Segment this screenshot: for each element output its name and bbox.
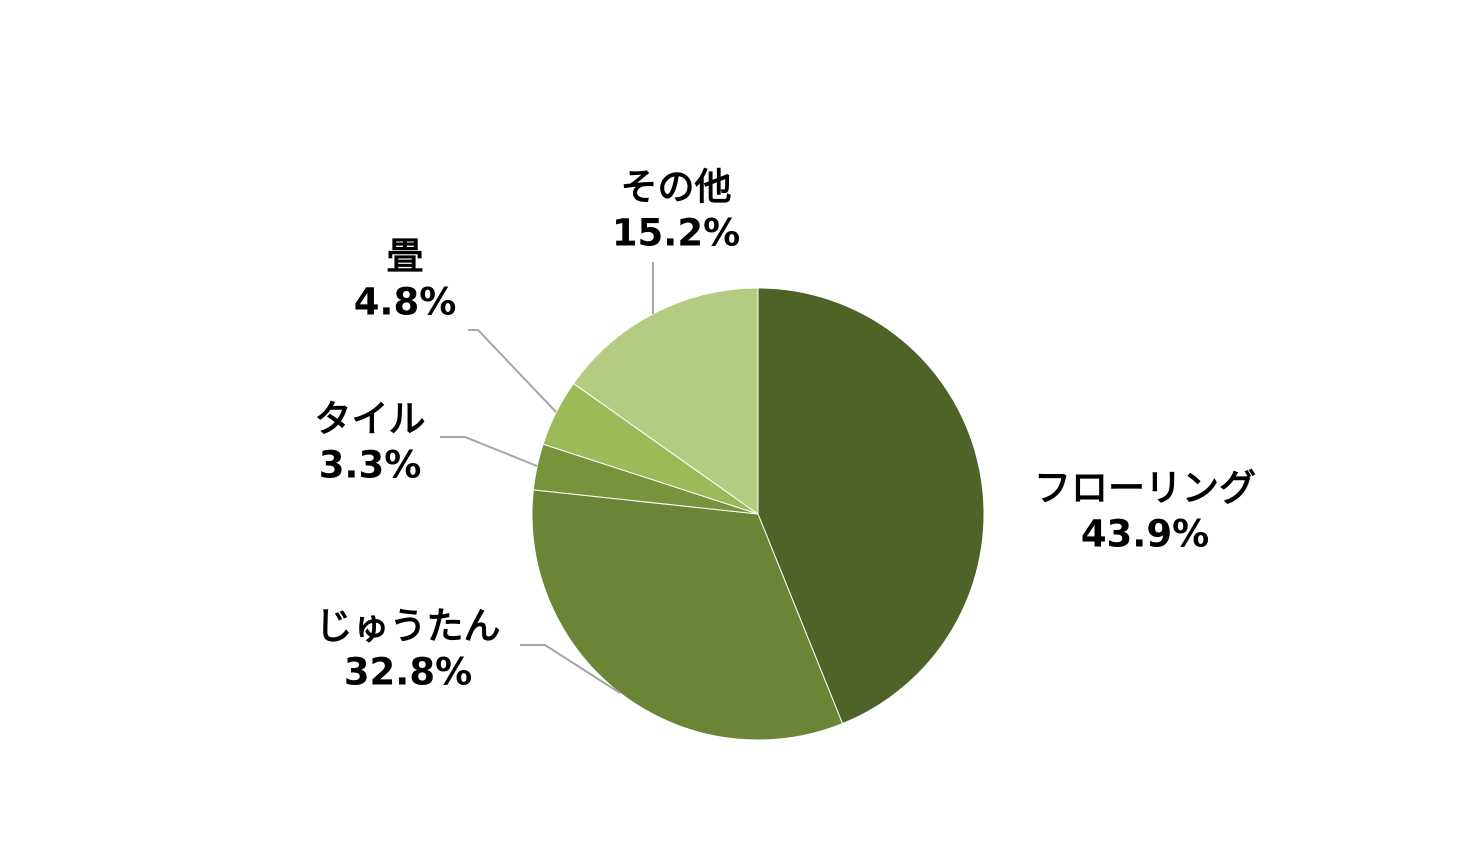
value-label: 32.8% xyxy=(344,651,472,694)
category-label: フローリング xyxy=(1034,467,1256,510)
pie-slice xyxy=(757,287,985,725)
leader-line xyxy=(520,644,621,694)
category-label: その他 xyxy=(621,166,732,209)
value-label: 3.3% xyxy=(319,444,422,487)
leader-line xyxy=(440,436,538,467)
category-label: じゅうたん xyxy=(316,605,501,648)
value-label: 43.9% xyxy=(1081,513,1209,556)
value-label: 15.2% xyxy=(612,212,740,255)
leader-line xyxy=(468,329,557,413)
pie-slice xyxy=(572,287,759,515)
category-label: タイル xyxy=(315,398,426,441)
pie-slice xyxy=(531,489,844,741)
value-label: 4.8% xyxy=(354,281,457,324)
category-label: 畳 xyxy=(387,235,424,278)
